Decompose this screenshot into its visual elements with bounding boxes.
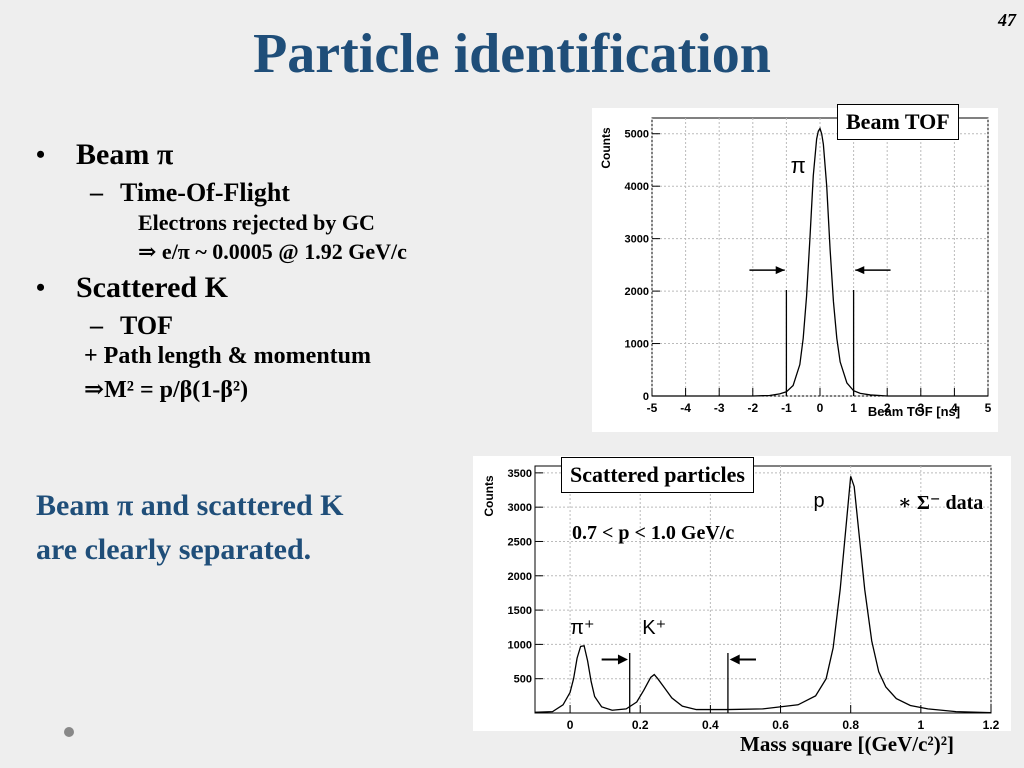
momentum-range-annotation: 0.7 < p < 1.0 GeV/c: [572, 522, 735, 544]
x-tick-label: 0: [817, 401, 824, 415]
y-axis-label: Counts: [482, 475, 496, 517]
mass-square-plot: 0 0.2 0.4 0.6 0.8 1 1.2 500 1000 1500 2000 2500 3000…: [482, 465, 1000, 732]
slide-number: 47: [998, 10, 1016, 30]
x-axis-label: Beam TOF [ns]: [868, 404, 960, 419]
mass-square-xlabel: Mass square [(GeV/c²)²]: [740, 732, 954, 756]
left-arrowhead-icon: [775, 266, 785, 275]
x-tick-label: 0.2: [632, 718, 649, 731]
x-tick-label: 0.4: [702, 718, 719, 731]
y-tick-label: 0: [643, 391, 649, 403]
beam-tof-chart: -5 -4 -3 -2 -1 0 1 2 3 4 5 0 1000 2000 3000 4000 5000 Cou…: [592, 108, 998, 432]
bullet-dot-icon: •: [36, 273, 46, 302]
x-tick-label: 5: [985, 401, 992, 415]
summary-text: Beam π and scattered K are clearly separ…: [36, 484, 456, 571]
slide-dot-icon: [64, 727, 74, 737]
y-tick-label: 3000: [625, 234, 649, 246]
sub-bullet-tof: – TOF: [90, 311, 506, 341]
detail-e-pi-ratio: ⇒ e/π ~ 0.0005 @ 1.92 GeV/c: [138, 239, 407, 264]
dash-icon: –: [90, 178, 103, 207]
y-tick-label: 2000: [625, 286, 649, 298]
y-tick-label: 5000: [625, 129, 649, 141]
right-arrowhead-icon: [729, 654, 740, 665]
detail-electrons-rejected: Electrons rejected by GC: [138, 210, 375, 235]
left-arrowhead-icon: [617, 654, 628, 665]
peak-label: p: [814, 490, 825, 512]
y-tick-label: 1000: [508, 639, 532, 651]
bullet-list: • Beam π – Time-Of-Flight Electrons reje…: [36, 138, 506, 408]
peak-label-pi: π: [791, 153, 806, 178]
x-tick-label: 2: [884, 401, 891, 415]
peak-label: K⁺: [642, 617, 666, 639]
x-tick-label: -3: [714, 401, 725, 415]
y-axis-label: Counts: [599, 127, 613, 169]
histogram-line: [652, 126, 988, 397]
x-tick-label: 0.6: [772, 718, 789, 731]
plot-frame: [651, 117, 989, 397]
right-arrowhead-icon: [855, 266, 865, 275]
beam-tof-label: Beam TOF: [837, 104, 959, 140]
x-tick-label: -1: [781, 401, 792, 415]
dash-icon: –: [90, 311, 103, 340]
x-tick-label: 3: [917, 401, 924, 415]
x-tick-label: 0.8: [842, 718, 859, 731]
bullet-beam-pi: • Beam π: [36, 138, 506, 172]
page-title: Particle identification: [253, 23, 771, 85]
y-tick-label: 3000: [508, 502, 532, 514]
detail-mass-formula: ⇒M² = p/β(1-β²): [84, 377, 249, 403]
x-tick-label: 1: [918, 718, 925, 731]
bullet-text: Scattered K: [76, 271, 228, 304]
x-tick-label: 0: [567, 718, 574, 731]
summary-line-1: Beam π and scattered K: [36, 489, 344, 522]
x-tick-label: 1.2: [983, 718, 1000, 731]
x-tick-label: -5: [647, 401, 658, 415]
x-tick-label: 4: [951, 401, 958, 415]
bullet-text: Beam π: [76, 138, 174, 171]
y-tick-label: 4000: [625, 181, 649, 193]
bullet-dot-icon: •: [36, 140, 46, 169]
y-tick-label: 1000: [625, 339, 649, 351]
beam-tof-plot: -5 -4 -3 -2 -1 0 1 2 3 4 5 0 1000 2000 3000 4000 5000 Cou…: [599, 117, 992, 419]
sub-bullet-text: TOF: [120, 311, 173, 340]
histogram-line: [534, 476, 992, 714]
y-tick-label: 3500: [508, 468, 532, 480]
bullet-scattered-k: • Scattered K: [36, 271, 506, 305]
mass-square-chart: 0 0.2 0.4 0.6 0.8 1 1.2 500 1000 1500 2000 2500 3000…: [473, 456, 1011, 732]
x-tick-label: -4: [680, 401, 691, 415]
sub-bullet-text: Time-Of-Flight: [120, 178, 290, 207]
peak-label: π⁺: [570, 617, 594, 639]
y-tick-label: 1500: [508, 605, 532, 617]
x-tick-label: 1: [850, 401, 857, 415]
detail-path-length: + Path length & momentum: [84, 343, 371, 369]
x-tick-label: -2: [747, 401, 758, 415]
summary-line-2: are clearly separated.: [36, 532, 312, 566]
sub-bullet-tof-flight: – Time-Of-Flight: [90, 178, 506, 208]
y-tick-label: 2500: [508, 536, 532, 548]
y-tick-label: 500: [514, 674, 532, 686]
sigma-data-legend: ∗ Σ⁻ data: [898, 492, 984, 514]
y-tick-label: 2000: [508, 571, 532, 583]
scattered-particles-label: Scattered particles: [561, 457, 754, 493]
